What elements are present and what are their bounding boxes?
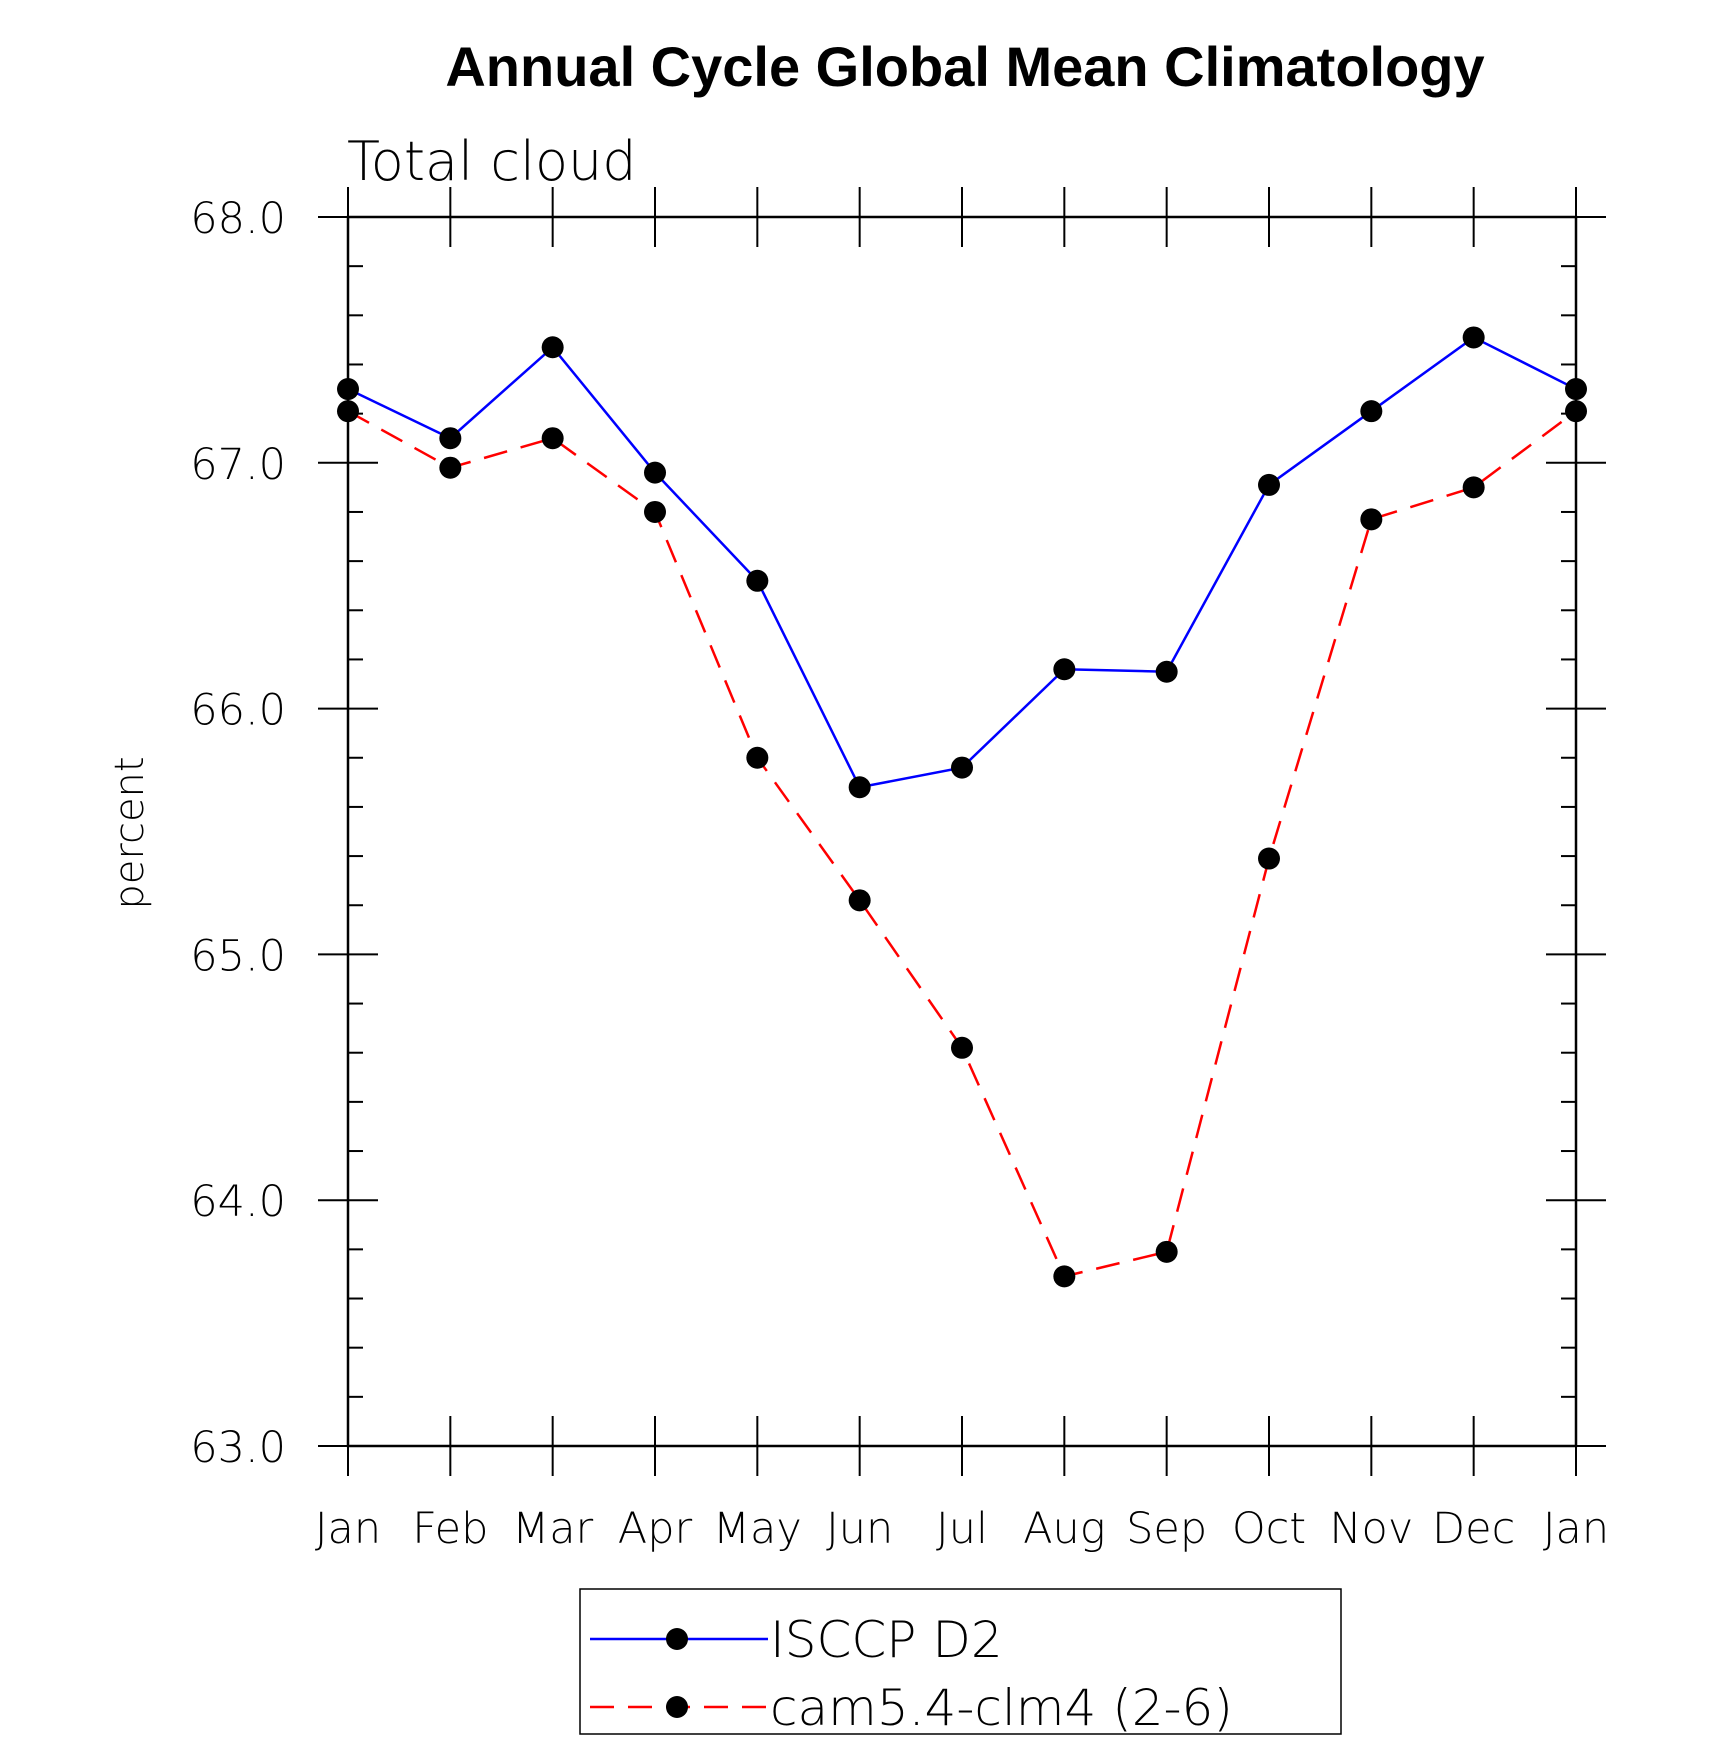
data-point	[337, 400, 359, 423]
y-tick-label: 67.0	[190, 440, 286, 490]
y-tick-label: 68.0	[190, 194, 286, 244]
y-axis-label: percent	[107, 756, 153, 909]
legend-label: cam5.4-clm4 (2-6)	[770, 1679, 1233, 1737]
x-tick-label: Aug	[1023, 1504, 1105, 1554]
legend-item: ISCCP D2	[590, 1611, 1003, 1669]
data-point	[1258, 847, 1280, 870]
y-tick-labels: 63.0 64.0 65.0 66.0 67.0 68.0	[190, 194, 286, 1473]
x-tick-label: Dec	[1432, 1504, 1515, 1554]
x-tick-label: Jun	[826, 1504, 893, 1554]
data-point	[1258, 473, 1280, 496]
series-line	[347, 410, 1577, 1278]
chart-subtitle: Total cloud	[347, 130, 637, 193]
data-point	[541, 427, 564, 450]
data-point	[541, 336, 564, 359]
data-point	[848, 776, 871, 799]
data-point	[439, 427, 462, 450]
data-point	[746, 569, 769, 592]
x-tick-label: Feb	[412, 1504, 488, 1554]
data-point	[1360, 508, 1383, 531]
data-point	[337, 378, 359, 401]
x-tick-label: Jul	[936, 1504, 988, 1554]
axis-ticks	[318, 187, 1606, 1476]
chart-title: Annual Cycle Global Mean Climatology	[445, 35, 1484, 98]
data-point	[1155, 660, 1178, 683]
x-tick-label: Oct	[1232, 1504, 1306, 1554]
data-point	[644, 500, 666, 523]
data-point	[848, 889, 871, 912]
legend-box	[579, 1588, 1342, 1735]
series-line	[347, 335, 1577, 789]
data-point	[951, 756, 973, 779]
data-point	[1053, 658, 1076, 681]
data-point	[439, 456, 462, 479]
series-0	[337, 326, 1587, 799]
x-tick-label: Mar	[512, 1504, 593, 1554]
data-point	[1565, 378, 1587, 401]
x-tick-labels: Jan Feb Mar Apr May Jun Jul Aug Sep Oct Nov Dec Jan	[315, 1504, 1609, 1554]
data-point	[1565, 400, 1587, 423]
data-point	[746, 746, 769, 769]
x-tick-label: Jan	[315, 1504, 381, 1554]
data-point	[1360, 400, 1383, 423]
y-tick-label: 66.0	[190, 686, 286, 736]
data-point	[1053, 1265, 1076, 1288]
x-tick-label: Apr	[618, 1504, 693, 1554]
plot-frame	[346, 215, 1578, 1448]
series-layer	[337, 326, 1587, 1288]
legend-item: cam5.4-clm4 (2-6)	[590, 1679, 1233, 1737]
y-tick-label: 65.0	[190, 931, 286, 981]
data-point	[951, 1036, 973, 1059]
legend-marker	[666, 1696, 688, 1718]
series-1	[337, 400, 1587, 1288]
x-tick-label: Nov	[1329, 1504, 1413, 1554]
legend-label: ISCCP D2	[770, 1611, 1003, 1669]
data-point	[644, 461, 666, 484]
y-tick-label: 63.0	[190, 1423, 286, 1473]
legend-marker	[666, 1628, 688, 1650]
y-tick-label: 64.0	[190, 1177, 286, 1227]
legend: ISCCP D2 cam5.4-clm4 (2-6)	[590, 1611, 1233, 1737]
data-point	[1462, 326, 1485, 349]
data-point	[1462, 476, 1485, 499]
data-point	[1155, 1240, 1178, 1263]
x-tick-label: Sep	[1126, 1504, 1207, 1554]
x-tick-label: Jan	[1543, 1504, 1609, 1554]
x-tick-label: May	[713, 1504, 802, 1554]
